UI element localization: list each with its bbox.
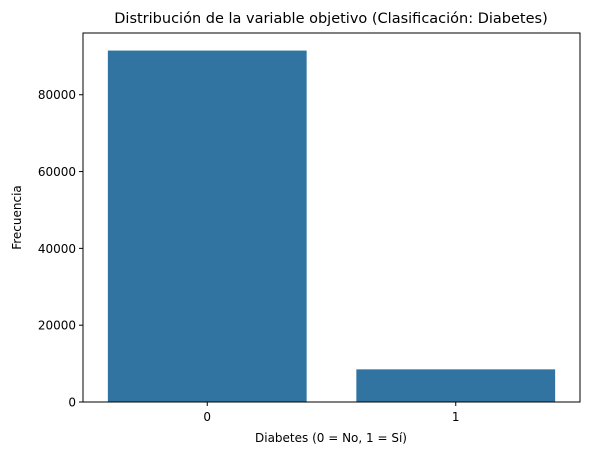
- plot-frame: [82, 32, 581, 403]
- bar-0: [107, 50, 307, 402]
- x-axis-label: Diabetes (0 = No, 1 = Sí): [255, 431, 407, 445]
- y-tick-label: 20000: [38, 319, 76, 333]
- y-axis-label: Frecuencia: [10, 185, 24, 250]
- y-axis-ticks: 0 20000 40000 60000 80000: [38, 88, 83, 410]
- bar-1: [356, 369, 556, 402]
- y-tick-label: 80000: [38, 88, 76, 102]
- x-tick-label: 1: [452, 410, 460, 424]
- y-tick-label: 40000: [38, 242, 76, 256]
- bars-group: [107, 50, 556, 402]
- y-tick-label: 60000: [38, 165, 76, 179]
- chart-title: Distribución de la variable objetivo (Cl…: [114, 11, 548, 27]
- x-tick-label: 0: [203, 410, 211, 424]
- y-tick-label: 0: [68, 396, 76, 410]
